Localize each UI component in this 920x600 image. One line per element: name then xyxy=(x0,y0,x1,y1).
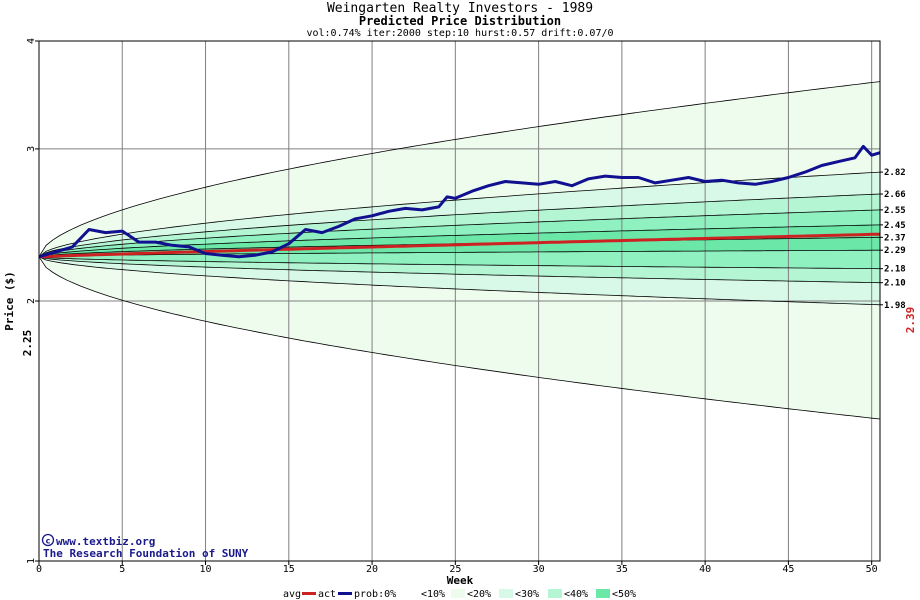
legend-act-swatch xyxy=(338,592,352,595)
x-tick-label-10: 10 xyxy=(200,564,212,575)
x-axis-label: Week xyxy=(447,574,474,587)
percentile-lines xyxy=(38,81,881,420)
right-label-3: 2.45 xyxy=(884,221,906,231)
percentile-line-40 xyxy=(38,249,880,258)
legend-band-50-label: <50% xyxy=(612,589,636,600)
x-tick-label-20: 20 xyxy=(366,564,378,575)
legend-swatch-30 xyxy=(548,589,562,598)
right-label-7: 2.10 xyxy=(884,279,906,289)
legend-swatch-0 xyxy=(405,589,419,598)
svg-text:c: c xyxy=(46,537,51,546)
percentile-line-90 xyxy=(38,171,881,258)
average-line xyxy=(38,232,881,259)
legend-avg-swatch xyxy=(302,592,316,595)
x-tick-label-15: 15 xyxy=(283,564,295,575)
percentile-line-100 xyxy=(38,81,881,258)
y-tick-label-4: 4 xyxy=(26,38,37,44)
legend: avg act prob:0% <10% <20% <30% <40% <50% xyxy=(283,589,636,600)
x-tick-label-5: 5 xyxy=(119,564,125,575)
right-label-4: 2.37 xyxy=(884,233,906,243)
legend-band-20-label: <20% xyxy=(467,589,491,600)
legend-swatch-20 xyxy=(499,589,513,598)
right-label-5: 2.29 xyxy=(884,246,906,256)
credit-site: www.textbiz.org xyxy=(56,535,155,548)
y-axis-label: Price ($) xyxy=(3,271,16,331)
x-tick-label-40: 40 xyxy=(699,564,711,575)
x-tick-label-30: 30 xyxy=(533,564,545,575)
final-average-label: 2.39 xyxy=(904,307,917,334)
percentile-line-30 xyxy=(38,256,881,270)
right-label-8: 1.98 xyxy=(884,301,906,311)
legend-act-label: act xyxy=(318,589,336,600)
axis-ticks: 0 5 10 15 20 25 30 35 40 45 50 1 2 3 4 xyxy=(26,38,878,575)
legend-band-30-label: <30% xyxy=(515,589,539,600)
right-label-6: 2.18 xyxy=(884,265,906,275)
percentile-line-70 xyxy=(38,209,881,258)
credit-org: The Research Foundation of SUNY xyxy=(43,547,249,560)
legend-band-10-label: <10% xyxy=(421,589,445,600)
chart-parameters: vol:0.74% iter:2000 step:10 hurst:0.57 d… xyxy=(306,28,613,39)
y-tick-label-3: 3 xyxy=(26,146,37,152)
percentile-line-80 xyxy=(38,193,881,258)
legend-prob-label: prob:0% xyxy=(354,589,396,600)
percentile-line-20 xyxy=(38,256,881,284)
right-label-1: 2.66 xyxy=(884,190,906,200)
right-percentile-labels: 2.82 2.66 2.55 2.45 2.37 2.29 2.18 2.10 1.98 xyxy=(880,168,906,311)
chart-subtitle: Predicted Price Distribution xyxy=(359,14,561,28)
x-tick-label-45: 45 xyxy=(782,564,794,575)
percentile-line-0 xyxy=(38,256,881,420)
x-tick-label-25: 25 xyxy=(449,564,461,575)
legend-band-40-label: <40% xyxy=(564,589,588,600)
legend-swatch-10 xyxy=(451,589,465,598)
start-price-label: 2.25 xyxy=(21,330,34,357)
x-tick-label-35: 35 xyxy=(616,564,628,575)
y-tick-label-1: 1 xyxy=(26,558,37,564)
right-label-0: 2.82 xyxy=(884,168,906,178)
series-lines xyxy=(38,144,881,259)
chart-title: Weingarten Realty Investors - 1989 xyxy=(327,1,593,16)
percentile-line-10 xyxy=(38,256,881,306)
legend-swatch-40 xyxy=(596,589,610,598)
x-tick-label-50: 50 xyxy=(866,564,878,575)
actual-price-line xyxy=(38,144,881,259)
copyright-icon: c xyxy=(41,533,55,547)
x-tick-label-0: 0 xyxy=(36,564,42,575)
right-label-2: 2.55 xyxy=(884,206,906,216)
y-tick-label-2: 2 xyxy=(26,298,37,304)
probability-bands xyxy=(39,81,880,419)
legend-avg-label: avg xyxy=(283,589,301,600)
